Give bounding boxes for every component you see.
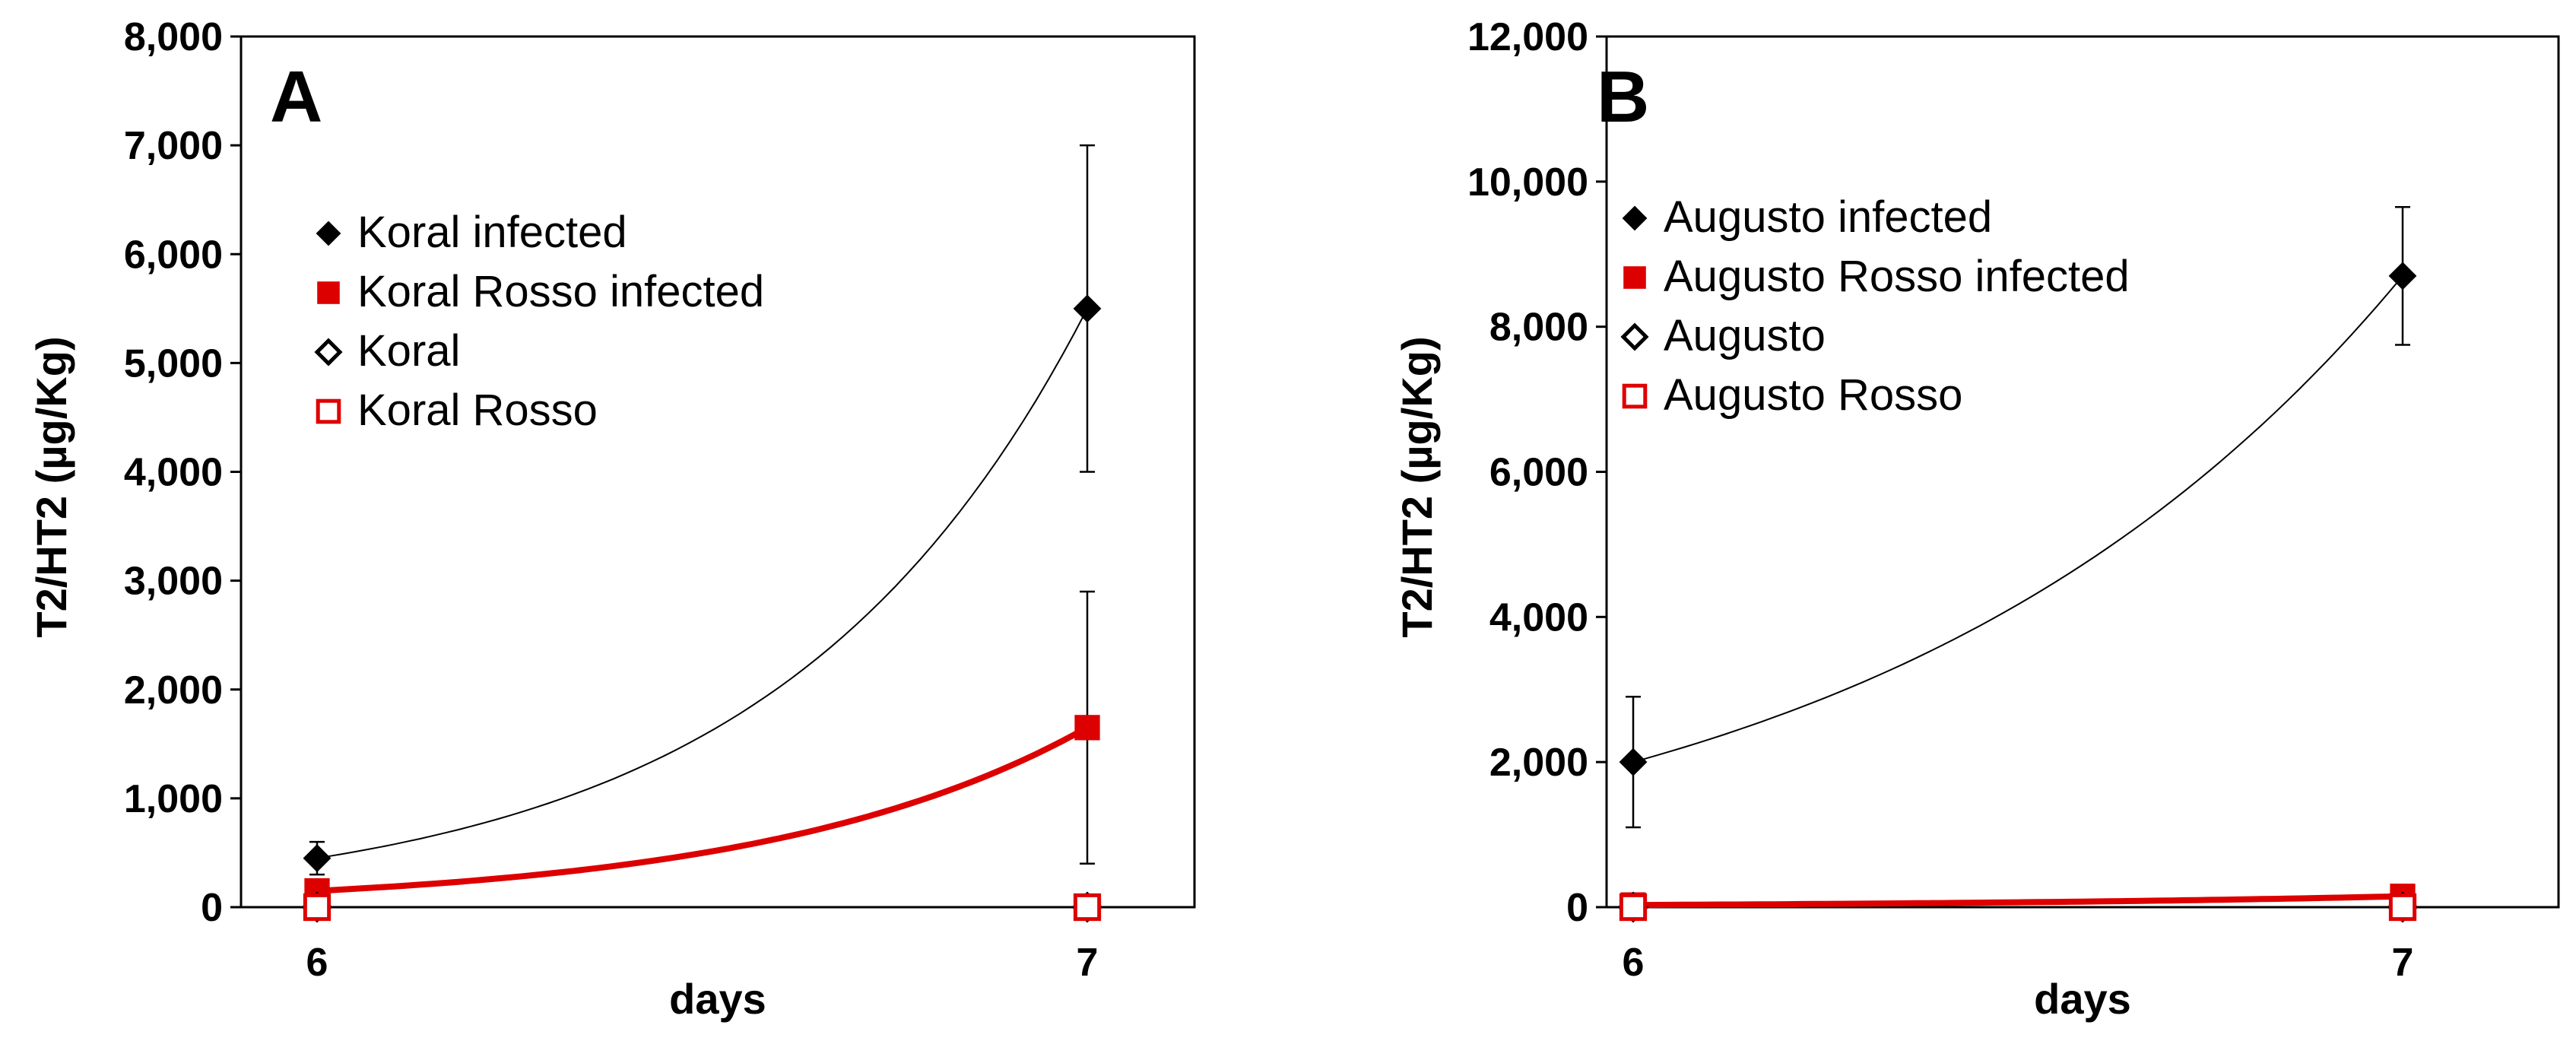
y-tick-label: 0 xyxy=(201,886,223,930)
y-tick-label: 1,000 xyxy=(124,777,223,821)
legend-marker-koral-rosso-infected xyxy=(317,281,340,304)
data-point-augusto-infected xyxy=(1619,747,1648,776)
trend-line-augusto-infected xyxy=(1632,275,2403,763)
y-tick-label: 6,000 xyxy=(1489,451,1588,495)
y-tick-label: 4,000 xyxy=(124,451,223,495)
legend-marker-augusto xyxy=(1620,322,1649,351)
y-tick-label: 3,000 xyxy=(124,560,223,604)
y-tick-label: 12,000 xyxy=(1467,15,1588,59)
x-tick-label: 7 xyxy=(2392,941,2414,985)
legend-label-koral-rosso: Koral Rosso xyxy=(357,386,598,435)
legend-marker-augusto-rosso xyxy=(1622,383,1648,409)
y-tick-label: 0 xyxy=(1566,886,1588,930)
legend-label-koral: Koral xyxy=(357,326,460,376)
data-point-koral-rosso xyxy=(1073,893,1102,922)
y-tick-label: 10,000 xyxy=(1467,160,1588,205)
data-point-augusto-infected xyxy=(2388,262,2417,290)
y-tick-label: 2,000 xyxy=(124,668,223,713)
legend-label-koral-rosso-infected: Koral Rosso infected xyxy=(357,267,764,316)
x-tick-label: 6 xyxy=(1623,941,1645,985)
trend-line-koral-rosso-infected xyxy=(316,725,1089,894)
legend-marker-koral-rosso xyxy=(316,398,341,424)
data-point-augusto-rosso xyxy=(2388,893,2417,922)
trend-line-augusto-rosso-infected xyxy=(1633,893,2403,909)
data-point-koral-infected xyxy=(303,844,332,873)
legend-marker-augusto-infected xyxy=(1622,205,1648,231)
legend-label-augusto-rosso-infected: Augusto Rosso infected xyxy=(1664,252,2130,301)
legend-label-augusto-rosso: Augusto Rosso xyxy=(1664,370,1962,420)
panel-label-b: B xyxy=(1597,56,1649,138)
x-tick-label: 7 xyxy=(1077,941,1099,985)
data-point-koral-rosso-infected xyxy=(1074,715,1100,741)
data-point-koral-infected xyxy=(1073,294,1102,323)
panel-label-a: A xyxy=(270,56,322,138)
legend-marker-koral-infected xyxy=(316,221,341,246)
y-tick-label: 5,000 xyxy=(124,341,223,386)
y-axis-title: T2/HT2 (µg/Kg) xyxy=(1393,336,1441,637)
legend-label-augusto: Augusto xyxy=(1664,311,1826,360)
y-tick-label: 7,000 xyxy=(124,124,223,168)
y-tick-label: 6,000 xyxy=(124,233,223,277)
x-axis-title: days xyxy=(2034,975,2131,1023)
y-axis-title: T2/HT2 (µg/Kg) xyxy=(27,336,75,637)
legend-marker-koral xyxy=(314,338,343,367)
data-point-augusto-rosso xyxy=(1619,893,1648,922)
legend-label-koral-infected: Koral infected xyxy=(357,208,627,257)
chart-panel-a: 0 1,000 2,000 3,000 4,000 5,000 6,000 7,000 8,00… xyxy=(27,15,1196,1023)
chart-panel-b: 0 2,000 4,000 6,000 8,000 10,000 12,000 6 7 days T… xyxy=(1393,15,2560,1023)
y-tick-label: 2,000 xyxy=(1489,741,1588,785)
x-tick-label: 6 xyxy=(306,941,328,985)
y-tick-label: 8,000 xyxy=(124,15,223,59)
data-point-koral-rosso xyxy=(303,893,332,922)
trend-line-koral-infected xyxy=(316,308,1088,859)
plot-frame-b xyxy=(1605,35,2560,909)
y-tick-label: 8,000 xyxy=(1489,306,1588,350)
y-tick-label: 4,000 xyxy=(1489,595,1588,640)
legend-marker-augusto-rosso-infected xyxy=(1623,266,1646,289)
plot-frame-a xyxy=(240,35,1196,909)
legend-label-augusto-infected: Augusto infected xyxy=(1664,192,1992,242)
x-axis-title: days xyxy=(669,975,766,1023)
